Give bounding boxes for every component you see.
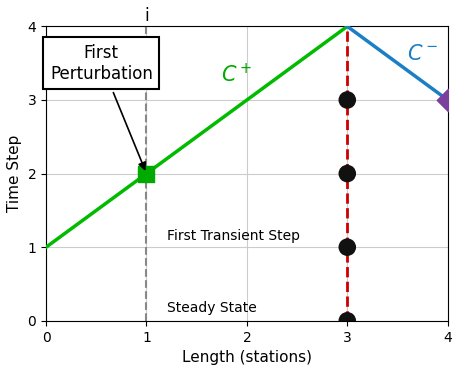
Text: i: i [144, 7, 149, 25]
Text: $C^+$: $C^+$ [221, 62, 252, 86]
Point [344, 244, 351, 250]
Point [344, 97, 351, 103]
X-axis label: Length (stations): Length (stations) [182, 350, 312, 365]
Point [344, 318, 351, 324]
Y-axis label: Time Step: Time Step [7, 135, 22, 212]
Text: First Transient Step: First Transient Step [167, 230, 300, 244]
Point [444, 97, 451, 103]
Text: First
Perturbation: First Perturbation [50, 44, 153, 169]
Text: Steady State: Steady State [167, 301, 256, 315]
Text: $C^-$: $C^-$ [407, 44, 438, 64]
Point [344, 171, 351, 177]
Point [143, 171, 150, 177]
